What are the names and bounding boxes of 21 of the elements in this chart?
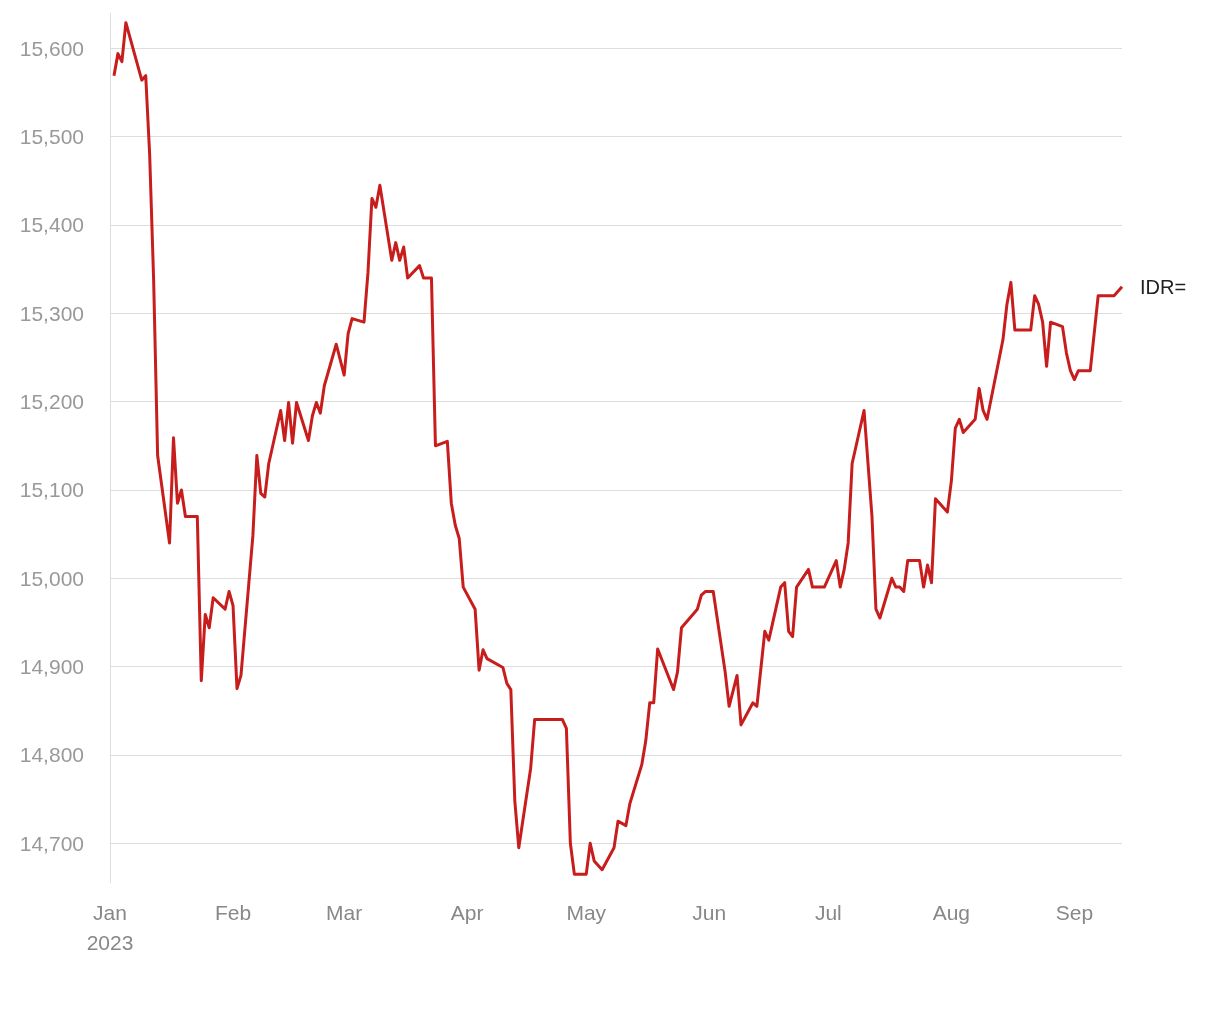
x-tick-label: Sep: [1055, 900, 1094, 924]
y-tick-label: 15,300: [19, 301, 84, 325]
y-tick-label: 15,600: [19, 36, 84, 60]
x-tick-label: Jul: [814, 900, 842, 924]
y-tick-label: 14,800: [19, 743, 84, 767]
x-tick-label: Apr: [450, 900, 484, 924]
y-tick-label: 15,100: [19, 478, 84, 502]
y-tick-label: 15,400: [19, 213, 84, 237]
y-tick-label: 15,200: [19, 390, 84, 414]
y-tick-label: 14,700: [19, 831, 84, 855]
x-tick-label: Aug: [932, 900, 971, 924]
x-tick-label: May: [566, 900, 607, 924]
x-tick-label: Jun: [692, 900, 727, 924]
y-tick-label: 14,900: [19, 655, 84, 679]
y-tick-label: 15,000: [19, 566, 84, 590]
series-label: IDR=: [1140, 275, 1187, 298]
y-tick-label: 15,500: [19, 125, 84, 149]
x-tick-label: Jan 2023: [86, 900, 134, 954]
line-series: [112, 21, 1124, 876]
x-tick-label: Mar: [326, 900, 363, 924]
x-tick-label: Feb: [214, 900, 252, 924]
